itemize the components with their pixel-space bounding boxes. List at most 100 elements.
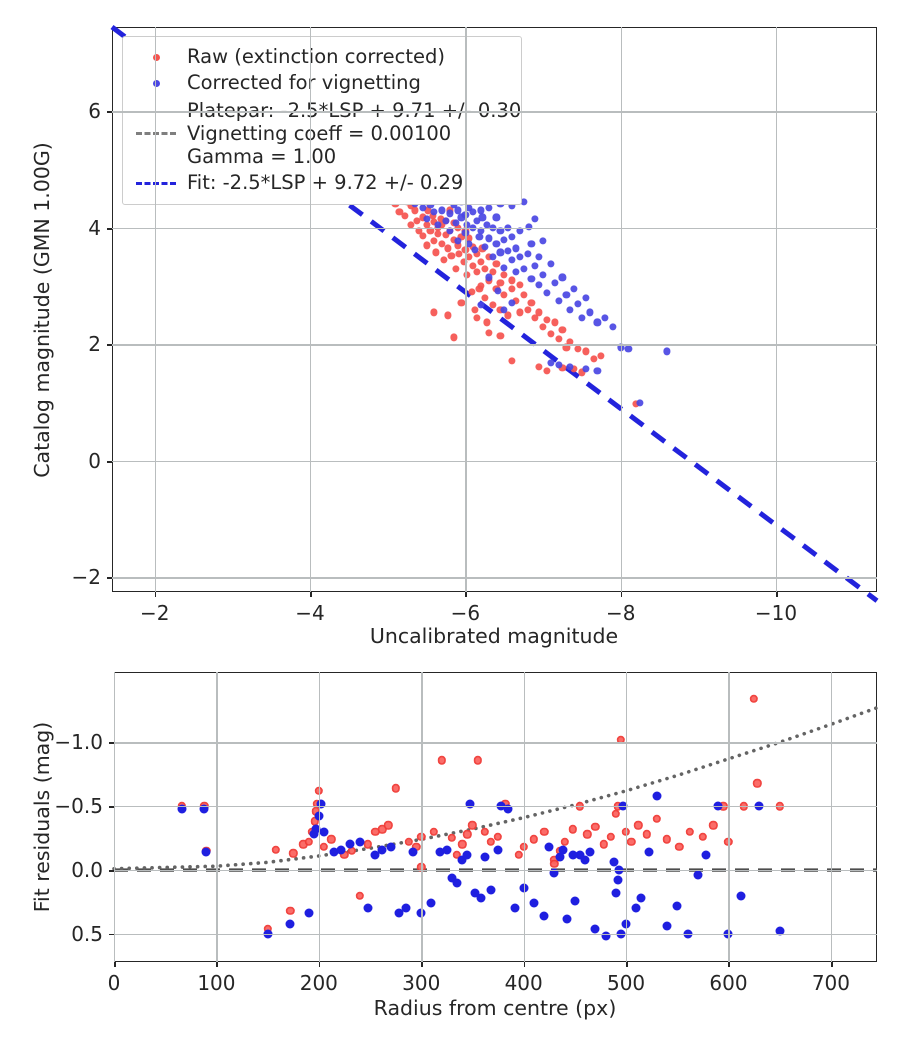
scatter-point [455, 250, 463, 258]
legend-label-gamma: Gamma = 1.00 [187, 144, 337, 168]
yaxis-tick-label: 0.0 [71, 858, 103, 883]
xaxis-tick [310, 592, 312, 597]
scatter-point [516, 253, 524, 261]
xaxis-tick-label: 100 [197, 971, 236, 995]
xaxis-tick-label: 400 [504, 971, 543, 995]
legend-label-fit: Fit: -2.5*LSP + 9.72 +/- 0.29 [187, 171, 464, 195]
scatter-point [336, 845, 346, 855]
scatter-point [492, 260, 501, 268]
xaxis-tick [421, 962, 423, 967]
scatter-point [626, 837, 636, 847]
scatter-point [429, 212, 437, 220]
scatter-point [444, 311, 452, 319]
scatter-point [708, 821, 718, 830]
scatter-point [469, 208, 477, 216]
scatter-point [531, 314, 539, 322]
scatter-point [496, 227, 504, 235]
scatter-point [500, 263, 508, 272]
legend-label-corrected: Corrected for vignetting [187, 71, 421, 95]
gridline-horizontal [112, 111, 877, 113]
yaxis-tick-label: 6 [88, 99, 101, 124]
scatter-point [452, 850, 462, 859]
xaxis-tick [465, 592, 467, 597]
scatter-point [580, 855, 590, 865]
scatter-point [539, 911, 549, 921]
scatter-point [512, 268, 520, 276]
scatter-point [426, 227, 435, 235]
scatter-point [555, 852, 564, 862]
scatter-point [775, 926, 785, 936]
scatter-point [444, 244, 452, 252]
scatter-point [422, 221, 431, 229]
scatter-point [326, 835, 336, 844]
scatter-point [395, 208, 403, 216]
scatter-point [363, 903, 373, 913]
scatter-point [485, 203, 493, 212]
scatter-point [544, 842, 554, 852]
scatter-point [478, 213, 487, 222]
scatter-point [452, 219, 460, 227]
scatter-point [599, 840, 608, 849]
scatter-point [508, 298, 516, 307]
xaxis-label-bottom: Radius from centre (px) [373, 996, 617, 1020]
scatter-point [473, 755, 482, 765]
yaxis-tick [109, 870, 114, 872]
gridline-horizontal [112, 227, 877, 230]
scatter-point [469, 262, 477, 270]
scatter-point [263, 924, 272, 933]
xaxis-tick-label: −2 [139, 601, 170, 625]
scatter-point [701, 850, 711, 860]
xaxis-tick [620, 592, 623, 597]
scatter-point [483, 221, 491, 229]
scatter-point [488, 253, 497, 261]
plot-frame-bottom [114, 672, 877, 962]
scatter-point [597, 352, 605, 360]
gridline-horizontal [112, 577, 877, 579]
scatter-point [500, 305, 508, 314]
scatter-point [386, 842, 396, 852]
scatter-point [636, 399, 644, 407]
scatter-point [437, 755, 446, 765]
yaxis-tick [107, 111, 112, 114]
xaxis-tick [830, 962, 833, 967]
xaxis-tick [523, 962, 526, 967]
scatter-point [582, 294, 590, 302]
scatter-point [508, 202, 516, 210]
gridline-vertical [626, 672, 628, 962]
scatter-point [752, 778, 762, 788]
scatter-point [554, 361, 563, 369]
blue-dashed-line-icon [134, 181, 178, 185]
scatter-point [199, 804, 209, 814]
scatter-point [452, 878, 462, 888]
yaxis-tick [109, 742, 114, 744]
fit-residuals-plot [112, 672, 879, 962]
scatter-point [609, 323, 617, 331]
scatter-point [436, 215, 445, 223]
scatter-point [419, 232, 427, 240]
scatter-point [329, 847, 339, 857]
scatter-point [422, 215, 431, 223]
scatter-point [551, 279, 559, 287]
yaxis-tick-label: 0.5 [71, 921, 103, 946]
scatter-point [568, 850, 578, 860]
yaxis-tick [107, 227, 112, 230]
scatter-point [578, 314, 586, 322]
scatter-point [516, 227, 524, 235]
scatter-point [438, 206, 446, 215]
xaxis-tick [114, 962, 116, 967]
scatter-point [271, 845, 281, 854]
scatter-point [492, 213, 501, 222]
scatter-point [457, 298, 466, 307]
scatter-point [586, 308, 594, 316]
scatter-point [562, 343, 570, 351]
scatter-point [463, 270, 471, 279]
red-dot-marker-icon [134, 53, 178, 61]
scatter-point [415, 227, 423, 235]
scatter-point [355, 837, 365, 847]
scatter-point [504, 311, 512, 319]
scatter-point [675, 842, 684, 852]
yaxis-tick [107, 577, 112, 580]
scatter-point [529, 835, 539, 844]
scatter-point [493, 832, 503, 841]
scatter-point [477, 301, 485, 309]
